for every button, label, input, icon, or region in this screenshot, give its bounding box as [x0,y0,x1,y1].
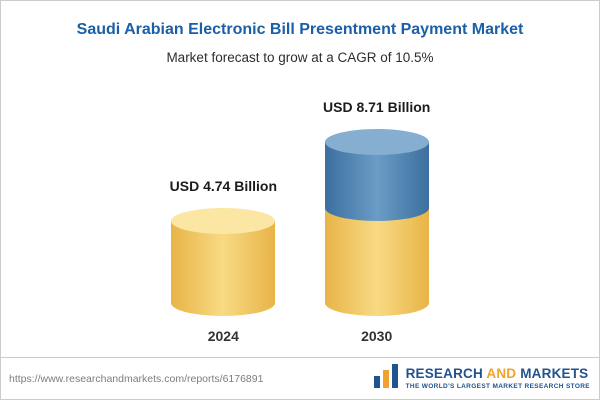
rm-logo-chart-icon [373,363,399,394]
rm-logo-tagline: THE WORLD'S LARGEST MARKET RESEARCH STOR… [405,383,590,391]
cylinder-2024 [171,208,276,316]
value-label-2030: USD 8.71 Billion [323,99,431,115]
cylinder-segment-blue [324,129,429,221]
cylinder-segment-yellow [171,208,276,316]
cylinder-top-cap [324,129,429,155]
cylinder-body [324,142,429,221]
bar-group-2024: USD 4.74 Billion 2024 [170,178,277,344]
rm-logo-word-research: RESEARCH [405,365,483,381]
cylinder-segment-yellow [324,208,429,316]
cylinder-body [171,221,276,316]
rm-logo-text: RESEARCH AND MARKETS THE WORLD'S LARGEST… [405,365,590,391]
year-label-2030: 2030 [361,328,393,344]
rm-logo-word-markets: MARKETS [520,365,589,381]
rm-logo[interactable]: RESEARCH AND MARKETS THE WORLD'S LARGEST… [373,363,590,394]
report-url-link[interactable]: https://www.researchandmarkets.com/repor… [9,372,264,385]
cylinder-top-cap [171,208,276,234]
chart-subtitle: Market forecast to grow at a CAGR of 10.… [166,50,434,65]
chart-area: USD 4.74 Billion 2024 USD 8.71 Billion 2… [1,89,599,344]
year-label-2024: 2024 [207,328,239,344]
cylinder-2030 [324,129,429,316]
rm-logo-wordmark: RESEARCH AND MARKETS [405,365,589,381]
footer: https://www.researchandmarkets.com/repor… [1,357,599,399]
chart-title: Saudi Arabian Electronic Bill Presentmen… [76,21,524,38]
rm-logo-word-and: AND [486,365,517,381]
value-label-2024: USD 4.74 Billion [169,178,277,194]
cylinder-body [324,208,429,316]
bar-group-2030: USD 8.71 Billion 2030 [323,99,430,344]
